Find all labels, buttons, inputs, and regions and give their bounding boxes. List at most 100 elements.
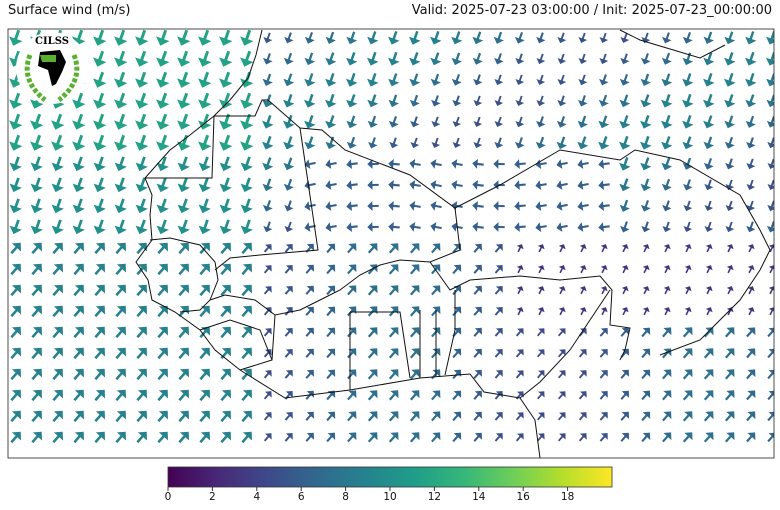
wind-arrow	[493, 159, 505, 169]
wind-arrow	[745, 94, 757, 108]
wind-arrow	[578, 412, 587, 421]
wind-arrow	[30, 134, 44, 151]
wind-arrow	[177, 29, 191, 46]
wind-arrow	[199, 242, 210, 255]
wind-arrow	[558, 412, 566, 421]
wind-arrow	[199, 410, 210, 423]
wind-arrow	[766, 31, 774, 45]
wind-arrow	[240, 29, 254, 46]
wind-arrow	[410, 348, 420, 359]
wind-arrow	[578, 32, 588, 43]
wind-arrow	[156, 113, 170, 130]
wind-arrow	[410, 390, 420, 401]
wind-arrow	[52, 284, 63, 297]
wind-arrow	[703, 52, 715, 66]
wind-arrow	[304, 222, 316, 232]
wind-arrow	[473, 432, 482, 442]
wind-arrow	[199, 284, 210, 297]
wind-arrow	[263, 433, 272, 442]
wind-arrow	[409, 201, 421, 211]
wind-arrow	[473, 137, 483, 149]
wind-arrow	[325, 115, 337, 129]
wind-arrow	[283, 178, 294, 191]
wind-arrow	[178, 410, 189, 423]
wind-arrow	[409, 222, 421, 232]
wind-arrow	[115, 284, 126, 297]
wind-arrow	[10, 284, 21, 297]
wind-arrow	[473, 264, 482, 274]
wind-arrow	[620, 221, 630, 233]
wind-arrow	[304, 136, 316, 150]
wind-arrow	[304, 180, 316, 190]
wind-arrow	[536, 95, 546, 107]
map-frame	[7, 28, 775, 459]
border	[429, 261, 631, 361]
wind-arrow	[537, 286, 545, 295]
wind-arrow	[473, 369, 482, 379]
wind-arrow	[284, 307, 293, 316]
wind-arrow	[724, 136, 735, 149]
wind-arrow	[410, 243, 420, 254]
wind-arrow	[620, 327, 629, 337]
wind-arrow	[746, 411, 756, 422]
wind-arrow	[600, 307, 608, 316]
wind-arrow	[157, 305, 168, 318]
wind-arrow	[472, 31, 484, 45]
wind-arrow	[388, 243, 399, 254]
wind-arrow	[346, 94, 358, 108]
wind-arrow	[472, 201, 484, 211]
colorbar-tick-label: 2	[209, 491, 216, 503]
wind-arrow	[325, 52, 337, 66]
wind-arrow	[494, 328, 503, 337]
wind-arrow	[724, 115, 736, 129]
wind-arrow	[388, 180, 400, 190]
wind-arrow	[452, 432, 462, 443]
wind-arrow	[157, 263, 168, 276]
wind-arrow	[305, 327, 314, 337]
wind-arrow	[473, 74, 483, 86]
wind-arrow	[73, 284, 84, 297]
wind-arrow	[537, 349, 545, 358]
wind-arrow	[515, 53, 525, 65]
wind-arrow	[599, 53, 609, 65]
colorbar-ticks	[167, 487, 569, 491]
wind-arrow	[94, 326, 105, 339]
wind-arrow	[452, 306, 462, 317]
wind-vectors	[9, 29, 774, 444]
wind-arrow	[198, 92, 212, 109]
wind-arrow	[410, 327, 420, 338]
wind-arrow	[452, 95, 462, 107]
wind-arrow	[599, 349, 608, 358]
wind-arrow	[31, 305, 42, 318]
wind-arrow	[494, 137, 504, 149]
wind-arrow	[284, 412, 293, 421]
wind-arrow	[367, 348, 378, 359]
wind-arrow	[431, 432, 441, 443]
wind-arrow	[494, 95, 504, 106]
wind-arrow	[367, 51, 379, 66]
wind-arrow	[347, 327, 357, 338]
wind-arrow	[703, 348, 714, 359]
wind-arrow	[262, 94, 274, 108]
colorbar-tick-label: 0	[164, 491, 172, 503]
wind-arrow	[178, 368, 189, 381]
wind-arrow	[219, 71, 233, 88]
wind-arrow	[725, 390, 735, 401]
wind-arrow	[114, 177, 127, 193]
wind-arrow	[73, 305, 84, 318]
wind-arrow	[619, 199, 630, 212]
wind-arrow	[219, 219, 232, 235]
wind-arrow	[262, 157, 274, 171]
wind-arrow	[93, 50, 107, 67]
wind-arrow	[577, 180, 589, 190]
wind-arrow	[662, 32, 672, 44]
wind-arrow	[347, 411, 357, 422]
wind-arrow	[725, 200, 735, 211]
wind-arrow	[157, 389, 168, 402]
wind-arrow	[326, 390, 336, 401]
wind-arrow	[640, 94, 652, 108]
wind-arrow	[620, 390, 629, 400]
wind-arrow	[30, 156, 43, 172]
colorbar-tick-label: 16	[516, 491, 530, 503]
wind-arrow	[367, 115, 378, 128]
